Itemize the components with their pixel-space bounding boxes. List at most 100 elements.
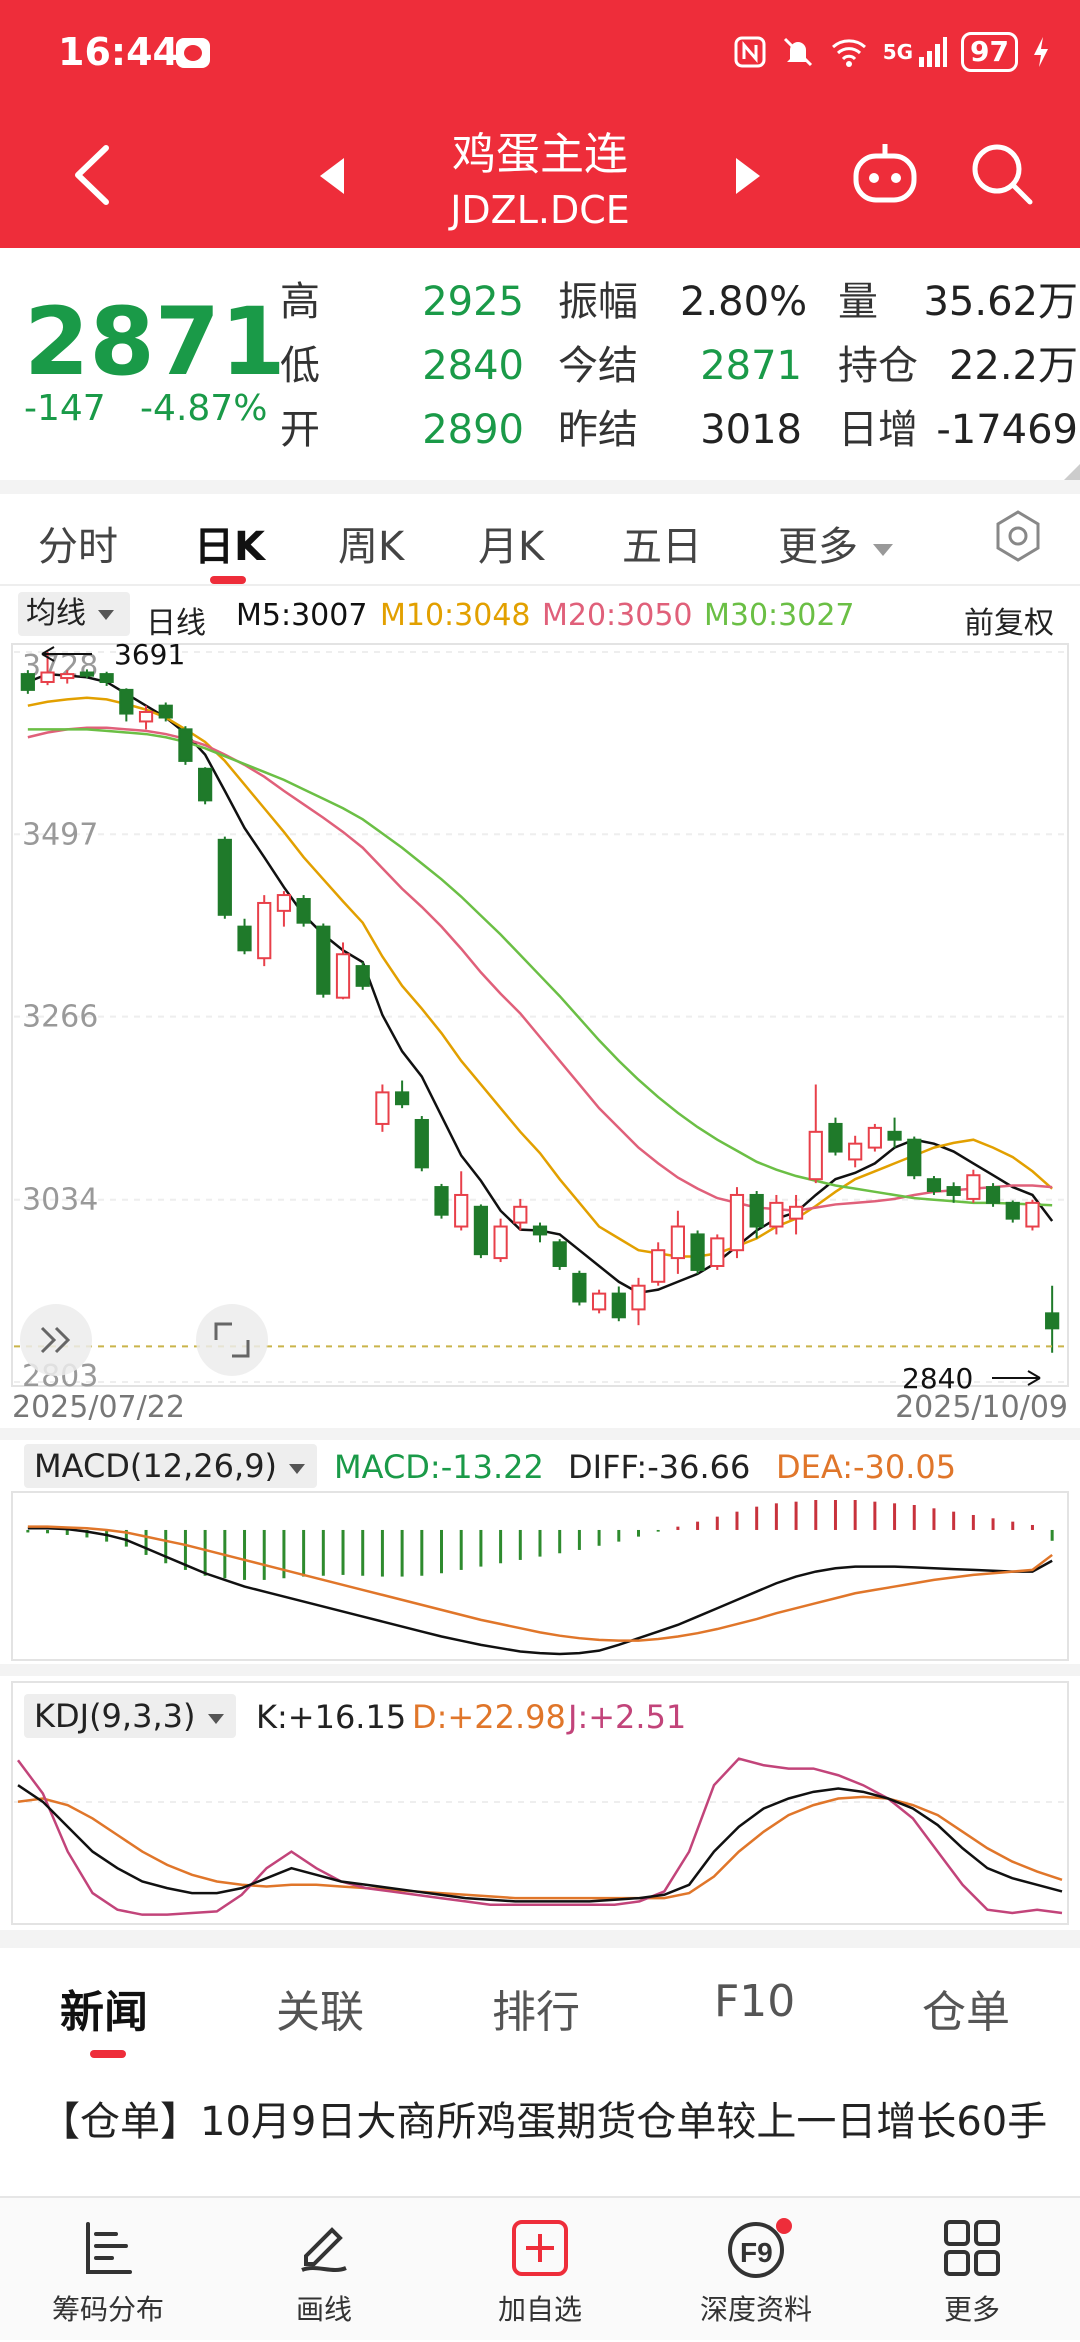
min-marker: 2840 [902, 1362, 1041, 1395]
nav-chip-distribution[interactable]: 筹码分布 [0, 2198, 216, 2342]
battery-indicator: 97 [961, 32, 1018, 72]
pen-icon [301, 2227, 347, 2272]
nav-draw-line[interactable]: 画线 [216, 2198, 432, 2342]
y-tick-label: 3034 [22, 1183, 98, 1218]
candle [572, 1270, 587, 1306]
kdj-selector[interactable]: KDJ(9,3,3) [24, 1694, 236, 1738]
candle [552, 1239, 567, 1270]
quote-values-col2: 2.80% 2871 3018 [680, 270, 808, 462]
kline-type: 日线 [146, 606, 206, 641]
candle [729, 1187, 745, 1259]
prev-contract-button[interactable] [320, 158, 344, 194]
collapse-panel-button[interactable] [20, 1304, 92, 1376]
section-gap [0, 1664, 1080, 1676]
ma-lines [27, 672, 1054, 1295]
tab-monthly-k[interactable]: 月K [478, 524, 545, 570]
macd-frame [11, 1491, 1069, 1661]
candle [237, 918, 252, 955]
indicator-selector-label: 均线 [26, 596, 86, 631]
tab-daily-k[interactable]: 日K [194, 524, 265, 570]
candle [99, 671, 114, 686]
ma30-value: M30:3027 [704, 598, 855, 633]
volume-label: 量 [838, 279, 878, 325]
candle [985, 1183, 1001, 1207]
high-value: 2925 [422, 279, 524, 325]
candle [966, 1169, 981, 1203]
candle [296, 895, 311, 927]
tab-warehouse-receipt[interactable]: 仓单 [922, 1987, 1010, 2038]
amplitude-value: 2.80% [680, 279, 808, 325]
nav-more[interactable]: 更多 [864, 2198, 1080, 2342]
candle [670, 1210, 685, 1274]
tab-more-label: 更多 [778, 524, 858, 570]
tab-f10[interactable]: F10 [714, 1976, 796, 2027]
kdj-frame [11, 1681, 1069, 1925]
search-icon[interactable] [966, 138, 1036, 208]
last-price: 2871 [24, 288, 286, 397]
kdj-lines [16, 1757, 1063, 1916]
candle [808, 1084, 823, 1184]
open-value: 2890 [422, 407, 524, 453]
wifi-icon [831, 39, 866, 67]
expand-corner-icon[interactable] [1064, 464, 1080, 480]
macd-chart [11, 1491, 1069, 1661]
change-percent: -4.87% [140, 388, 268, 429]
tab-intraday[interactable]: 分时 [38, 524, 118, 570]
k-value: K:+16.15 [256, 1698, 407, 1736]
candle [867, 1123, 882, 1152]
nav-label: 深度资料 [699, 2293, 812, 2326]
low-value: 2840 [422, 343, 524, 389]
tab-more[interactable]: 更多 [778, 514, 895, 572]
candle [848, 1135, 863, 1168]
bottom-nav: 筹码分布 画线 加自选 F9 深度资料 更多 [0, 2196, 1080, 2340]
max-marker-label: 3691 [114, 640, 185, 671]
candle [1005, 1200, 1020, 1223]
robot-assistant-icon[interactable] [850, 138, 920, 208]
tab-five-day[interactable]: 五日 [622, 524, 702, 570]
dropdown-triangle-icon [207, 1714, 224, 1724]
news-tabs: 新闻 关联 排行 F10 仓单 [0, 1948, 1080, 2058]
macd-legend: MACD(12,26,9) MACD:-13.22 DIFF:-36.66 DE… [0, 1444, 1080, 1488]
fullscreen-button[interactable] [196, 1304, 268, 1376]
back-arrow-icon[interactable] [66, 140, 126, 210]
main-chart-frame [11, 643, 1069, 1387]
quote-labels-col1: 高 低 开 [280, 270, 320, 462]
chart-settings-icon[interactable] [990, 508, 1046, 564]
kdj-selector-label: KDJ(9,3,3) [34, 1697, 196, 1735]
dea-line [27, 1525, 1053, 1642]
tab-ranking[interactable]: 排行 [492, 1987, 580, 2038]
tab-news[interactable]: 新闻 [60, 1987, 148, 2038]
nav-label: 加自选 [497, 2293, 582, 2326]
candle [907, 1136, 922, 1180]
amplitude-label: 振幅 [558, 279, 638, 325]
nav-add-watchlist[interactable]: 加自选 [432, 2198, 648, 2342]
candle [20, 670, 35, 694]
f9-icon: F9 [728, 2218, 792, 2278]
ma-line-m30 [27, 728, 1053, 1207]
dropdown-triangle-icon [97, 610, 114, 620]
diff-value: DIFF:-36.66 [568, 1448, 751, 1486]
candle [788, 1194, 804, 1235]
news-item[interactable]: 【仓单】10月9日大商所鸡蛋期货仓单较上一日增长60手 [40, 2099, 1048, 2145]
adjust-mode[interactable]: 前复权 [964, 606, 1054, 641]
candle [434, 1183, 449, 1219]
next-contract-button[interactable] [736, 158, 760, 194]
tab-weekly-k[interactable]: 周K [338, 524, 405, 570]
y-tick-label: 3497 [22, 817, 98, 852]
tab-related[interactable]: 关联 [276, 1987, 364, 2038]
y-tick-label: 3266 [22, 1000, 98, 1035]
nfc-icon [734, 36, 766, 68]
kdj-chart [11, 1681, 1069, 1925]
macd-selector[interactable]: MACD(12,26,9) [24, 1444, 318, 1488]
notification-app-icon [176, 38, 210, 68]
section-gap [0, 1428, 1080, 1440]
open-interest-label: 持仓 [838, 343, 918, 389]
indicator-selector[interactable]: 均线 [18, 592, 130, 636]
candle [926, 1176, 942, 1195]
nav-deep-data[interactable]: F9 深度资料 [648, 2198, 864, 2342]
settle-value: 2871 [700, 343, 802, 389]
candle [316, 923, 331, 998]
network-type: 5G [882, 40, 914, 64]
